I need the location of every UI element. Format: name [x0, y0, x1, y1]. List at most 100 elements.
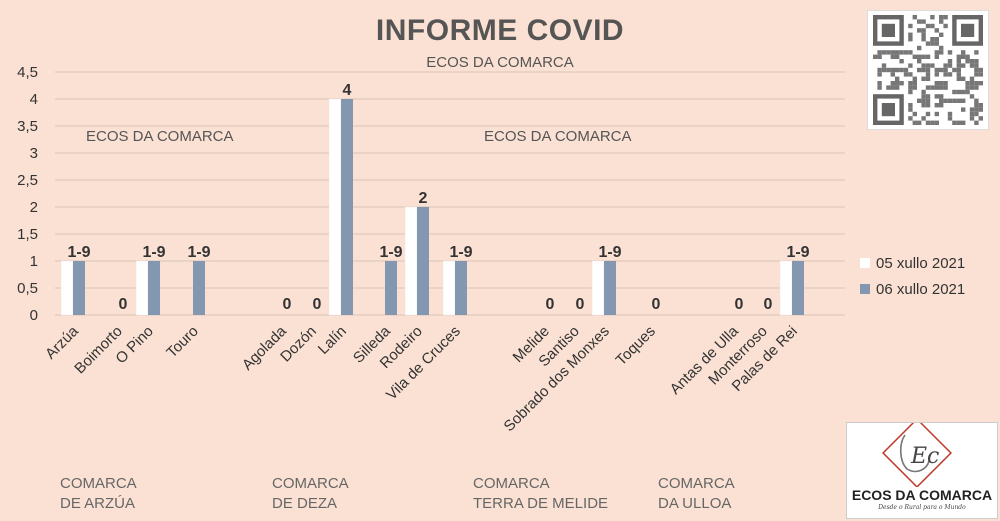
comarca-line1: COMARCA — [272, 475, 349, 492]
comarca-line2: DA ULLOA — [658, 495, 732, 512]
qr-module — [921, 98, 926, 103]
qr-module — [908, 81, 913, 86]
qr-module — [974, 50, 979, 55]
qr-module — [908, 116, 913, 121]
qr-module — [890, 50, 895, 55]
qr-module — [974, 107, 979, 112]
qr-module — [908, 37, 913, 42]
qr-module — [965, 81, 970, 86]
qr-module — [925, 98, 931, 103]
qr-module — [939, 67, 944, 73]
qr-module — [908, 50, 913, 55]
qr-module — [921, 54, 926, 59]
qr-module — [890, 54, 895, 59]
logo-tagline: Desde o Rural para o Mundo — [878, 504, 966, 511]
qr-module — [925, 111, 931, 117]
qr-module — [908, 23, 913, 29]
qr-module — [934, 72, 939, 77]
qr-module — [956, 63, 961, 68]
qr-module — [947, 116, 953, 121]
qr-module — [947, 111, 953, 117]
qr-module — [947, 59, 953, 64]
qr-module — [943, 63, 948, 68]
qr-module — [899, 59, 904, 64]
qr-module — [956, 67, 961, 73]
qr-module — [895, 76, 900, 81]
qr-module — [899, 50, 904, 55]
qr-module — [969, 111, 975, 117]
qr-module — [917, 45, 922, 51]
qr-module — [934, 94, 939, 99]
y-tick-label: 4 — [30, 91, 38, 108]
qr-module — [881, 63, 887, 68]
qr-module — [930, 41, 935, 46]
qr-module — [908, 63, 913, 68]
brand-logo: Ec ECOS DA COMARCA Desde o Rural para o … — [846, 417, 998, 519]
bar-chart: 00,511,522,533,544,51-9Arzúa0Boimorto1-9… — [17, 64, 845, 435]
qr-module — [943, 85, 948, 90]
legend-label-series-2: 06 xullo 2021 — [876, 280, 966, 298]
qr-module — [969, 59, 975, 64]
qr-module — [934, 28, 939, 33]
qr-module — [939, 15, 944, 20]
qr-module — [912, 120, 917, 125]
qr-module — [912, 15, 917, 20]
qr-module — [943, 67, 948, 73]
qr-module — [939, 50, 944, 55]
qr-module — [925, 72, 931, 77]
qr-module — [974, 81, 979, 86]
bar-series-2 — [341, 99, 353, 315]
watermark-right: ECOS DA COMARCA — [484, 128, 632, 145]
qr-module — [912, 81, 917, 86]
qr-module — [917, 54, 922, 59]
qr-module — [961, 76, 966, 81]
bar-series-2 — [417, 207, 429, 315]
qr-module — [969, 63, 975, 68]
qr-module — [974, 111, 979, 117]
logo-name: ECOS DA COMARCA — [851, 487, 993, 503]
qr-module — [978, 67, 983, 73]
comarca-line2: DE ARZÚA — [60, 495, 136, 512]
qr-module — [881, 67, 887, 73]
comarca-line1: COMARCA — [658, 475, 735, 492]
qr-module — [912, 76, 917, 81]
data-label: 0 — [546, 296, 555, 313]
qr-module — [917, 28, 922, 33]
qr-module — [974, 72, 979, 77]
qr-module — [978, 81, 983, 86]
comarca-line1: COMARCA — [60, 475, 137, 492]
qr-module — [974, 63, 979, 68]
qr-module — [886, 67, 891, 73]
qr-module — [934, 120, 939, 125]
legend-item-series-2: 06 xullo 2021 — [860, 279, 965, 299]
qr-module — [956, 59, 961, 64]
data-label: 1-9 — [67, 244, 90, 261]
qr-module — [978, 107, 983, 112]
watermark-left: ECOS DA COMARCA — [86, 128, 234, 145]
qr-module — [947, 72, 953, 77]
qr-module — [961, 120, 966, 125]
y-tick-label: 3 — [30, 145, 38, 162]
qr-module — [934, 81, 939, 86]
y-tick-label: 2 — [30, 199, 38, 216]
data-label: 1-9 — [786, 244, 809, 261]
qr-module — [895, 81, 900, 86]
qr-module — [939, 19, 944, 24]
qr-module — [974, 85, 979, 90]
legend-swatch-series-1 — [860, 258, 870, 268]
data-label: 0 — [313, 296, 322, 313]
qr-module — [881, 50, 887, 55]
qr-module — [947, 50, 953, 55]
comarca-label-ulloa: COMARCA DA ULLOA — [658, 474, 735, 514]
chart-subtitle: ECOS DA COMARCA — [426, 54, 574, 71]
qr-module — [939, 98, 944, 103]
qr-module — [912, 111, 917, 117]
bar-series-2 — [792, 261, 804, 315]
qr-module — [925, 103, 931, 108]
qr-module — [930, 15, 935, 20]
qr-module — [925, 23, 931, 29]
qr-module — [969, 76, 975, 81]
qr-module — [965, 85, 970, 90]
x-tick-label: Lalín — [315, 323, 350, 358]
bar-series-1 — [591, 260, 605, 316]
